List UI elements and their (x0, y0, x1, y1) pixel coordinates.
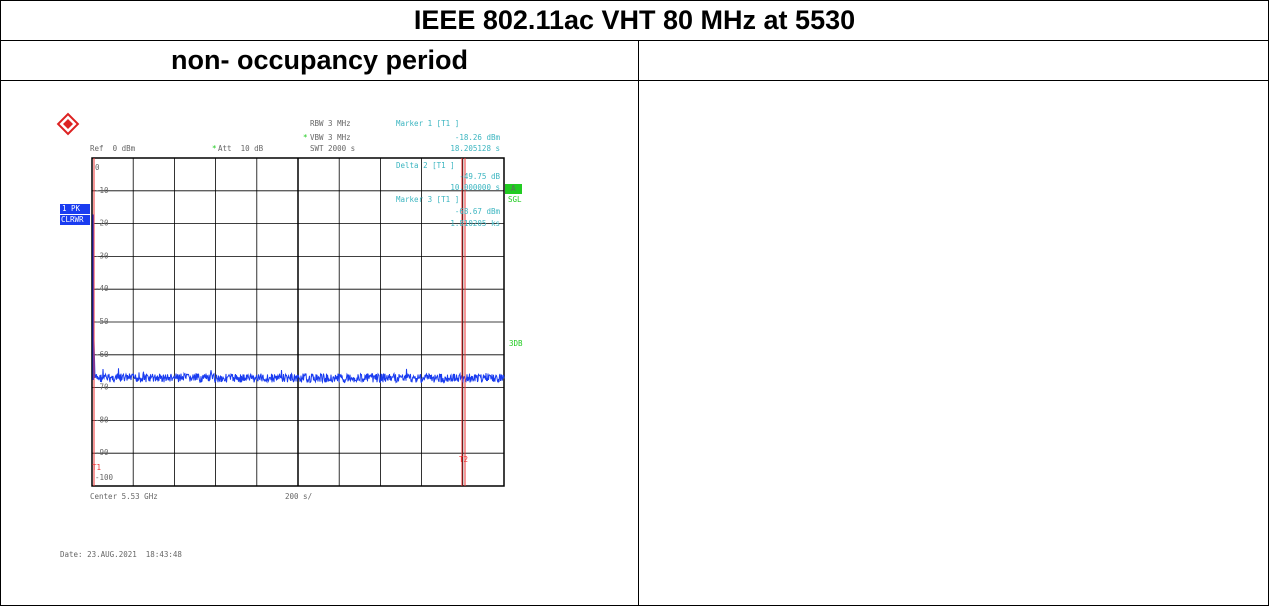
marker-tag: T2 (459, 455, 468, 464)
y-label: -50 (95, 317, 109, 326)
marker-time: 18.205128 s (450, 144, 500, 153)
trace-box (60, 204, 90, 214)
trace-mode: 1 PK (62, 204, 81, 213)
marker-level: -18.26 dBm (455, 133, 501, 142)
status: A (511, 184, 516, 193)
y-label: -80 (95, 415, 109, 424)
trace (92, 214, 505, 384)
status-box (505, 184, 522, 194)
marker-label: Marker 1 [T1 ] (396, 119, 459, 128)
trace-box (60, 215, 90, 225)
marker-label: Delta 2 [T1 ] (396, 161, 455, 170)
y-label: -40 (95, 284, 109, 293)
vbw: VBW 3 MHz (310, 133, 351, 142)
marker-label: Marker 3 [T1 ] (396, 195, 459, 204)
y-label: -20 (95, 219, 109, 228)
y-label: 0 (95, 163, 100, 172)
span: 200 s/ (285, 492, 312, 501)
y-label: -90 (95, 448, 109, 457)
ref: Ref 0 dBm (90, 144, 136, 153)
y-label: -70 (95, 383, 109, 392)
marker-time: 1.810205 ks (450, 219, 500, 228)
marker-time: 10.000000 s (450, 183, 500, 192)
star: * (303, 133, 308, 142)
swt: SWT 2000 s (310, 144, 355, 153)
y-label: -100 (95, 473, 114, 482)
center: Center 5.53 GHz (90, 492, 158, 501)
date: Date: 23.AUG.2021 18:43:48 (60, 550, 182, 559)
y-label: -30 (95, 251, 109, 260)
status: 3DB (509, 339, 523, 348)
marker-level: -49.75 dB (459, 172, 500, 181)
marker-tag: T1 (92, 463, 101, 472)
logo (56, 112, 80, 136)
marker-level: -68.67 dBm (455, 207, 501, 216)
att: Att 10 dB (218, 144, 264, 153)
y-label: -60 (95, 350, 109, 359)
y-label: -10 (95, 186, 109, 195)
star: * (212, 144, 217, 153)
status: SGL (508, 195, 522, 204)
trace-mode: CLRWR (61, 215, 84, 224)
rbw: RBW 3 MHz (310, 119, 351, 128)
